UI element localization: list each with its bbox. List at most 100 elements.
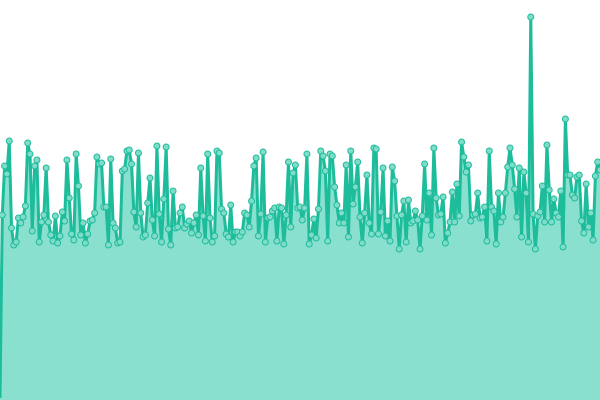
data-point bbox=[425, 189, 433, 197]
data-point bbox=[17, 219, 25, 227]
data-point bbox=[63, 156, 71, 164]
data-point bbox=[176, 209, 184, 217]
data-point bbox=[557, 187, 565, 195]
data-point bbox=[153, 142, 161, 150]
data-point bbox=[201, 237, 209, 245]
data-point bbox=[324, 237, 332, 245]
data-point bbox=[194, 231, 202, 239]
data-point bbox=[28, 227, 36, 235]
data-point bbox=[511, 185, 519, 193]
data-point bbox=[26, 150, 34, 158]
data-point bbox=[24, 139, 32, 147]
data-point bbox=[384, 217, 392, 225]
data-point bbox=[462, 168, 470, 176]
data-point bbox=[404, 196, 412, 204]
data-point bbox=[148, 216, 156, 224]
data-point bbox=[478, 213, 486, 221]
data-point bbox=[402, 238, 410, 246]
data-point bbox=[524, 238, 532, 246]
data-point bbox=[116, 238, 124, 246]
data-point bbox=[351, 183, 359, 191]
data-point bbox=[162, 143, 170, 151]
data-point bbox=[331, 183, 339, 191]
data-point bbox=[104, 241, 112, 249]
data-point bbox=[238, 228, 246, 236]
data-point bbox=[65, 194, 73, 202]
data-point bbox=[566, 171, 574, 179]
data-point bbox=[314, 205, 322, 213]
data-point bbox=[158, 238, 166, 246]
data-point bbox=[518, 233, 526, 241]
data-point bbox=[220, 209, 228, 217]
data-point bbox=[312, 234, 320, 242]
data-point bbox=[361, 209, 369, 217]
data-point bbox=[164, 225, 172, 233]
data-point bbox=[91, 209, 99, 217]
data-point bbox=[377, 208, 385, 216]
data-point bbox=[356, 213, 364, 221]
data-point bbox=[254, 232, 262, 240]
data-point bbox=[550, 195, 558, 203]
data-point bbox=[215, 149, 223, 157]
data-point bbox=[261, 238, 269, 246]
data-point bbox=[340, 219, 348, 227]
data-point bbox=[559, 243, 567, 251]
data-point bbox=[259, 148, 267, 156]
data-point bbox=[35, 238, 43, 246]
data-point bbox=[305, 240, 313, 248]
data-point bbox=[102, 203, 110, 211]
data-point bbox=[347, 147, 355, 155]
data-point bbox=[125, 146, 133, 154]
data-point bbox=[227, 201, 235, 209]
data-point bbox=[548, 218, 556, 226]
data-point bbox=[93, 153, 101, 161]
data-point bbox=[31, 162, 39, 170]
data-point bbox=[273, 237, 281, 245]
data-point bbox=[211, 232, 219, 240]
data-point bbox=[464, 161, 472, 169]
data-point bbox=[128, 160, 136, 168]
data-point bbox=[284, 158, 292, 166]
data-point bbox=[441, 239, 449, 247]
data-point bbox=[428, 231, 436, 239]
data-point bbox=[561, 115, 569, 123]
data-point bbox=[575, 171, 583, 179]
data-point bbox=[289, 169, 297, 177]
data-point bbox=[144, 199, 152, 207]
data-point bbox=[554, 213, 562, 221]
data-point bbox=[485, 147, 493, 155]
data-point bbox=[474, 189, 482, 197]
data-point bbox=[130, 208, 138, 216]
data-point bbox=[321, 167, 329, 175]
data-point bbox=[448, 188, 456, 196]
data-point bbox=[229, 238, 237, 246]
data-point bbox=[391, 177, 399, 185]
data-point bbox=[68, 230, 76, 238]
data-point bbox=[430, 144, 438, 152]
data-point bbox=[151, 232, 159, 240]
data-point bbox=[243, 211, 251, 219]
data-point bbox=[56, 232, 64, 240]
data-point bbox=[132, 223, 140, 231]
data-point bbox=[513, 213, 521, 221]
data-point bbox=[584, 223, 592, 231]
data-point bbox=[506, 144, 514, 152]
data-point bbox=[501, 189, 509, 197]
data-point bbox=[121, 165, 129, 173]
data-point bbox=[395, 245, 403, 253]
data-point bbox=[141, 231, 149, 239]
data-point bbox=[98, 159, 106, 167]
data-point bbox=[451, 218, 459, 226]
data-point bbox=[499, 213, 507, 221]
data-point bbox=[386, 237, 394, 245]
data-point bbox=[8, 224, 16, 232]
data-point bbox=[354, 158, 362, 166]
data-point bbox=[282, 211, 290, 219]
data-point bbox=[199, 212, 207, 220]
data-point bbox=[58, 208, 66, 216]
data-point bbox=[423, 216, 431, 224]
data-point bbox=[591, 172, 599, 180]
data-point bbox=[571, 194, 579, 202]
data-point bbox=[146, 174, 154, 182]
data-point bbox=[580, 229, 588, 237]
